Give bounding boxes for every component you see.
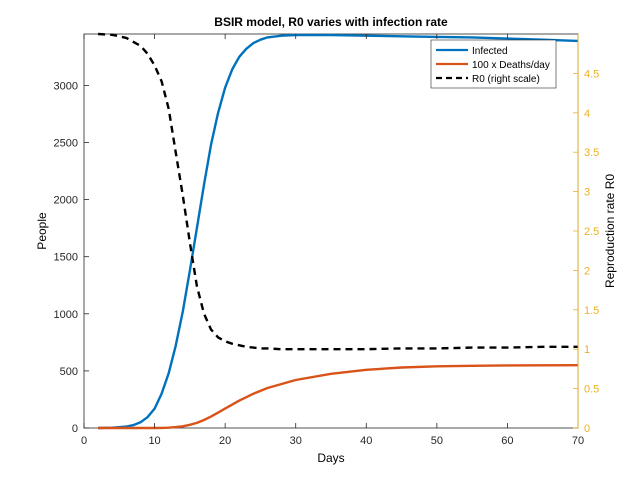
- x-tick-label: 40: [360, 435, 372, 447]
- x-tick-label: 60: [501, 435, 513, 447]
- x-tick-label: 30: [290, 435, 302, 447]
- legend: Infected 100 x Deaths/day R0 (right scal…: [430, 39, 557, 89]
- y-axis-ticks: 0 500 1000 1500 2000 2500 3000: [54, 80, 89, 435]
- y-tick-label: 2000: [54, 195, 78, 207]
- x-tick-label: 50: [431, 435, 443, 447]
- x-tick-label: 10: [148, 435, 160, 447]
- y-tick-label: 500: [60, 366, 78, 378]
- y-tick-label: 1500: [54, 252, 78, 264]
- y2-tick-label: 2: [584, 265, 590, 277]
- y2-tick-label: 0: [584, 423, 590, 435]
- y-tick-label: 2500: [54, 137, 78, 149]
- y-tick-label: 0: [72, 423, 78, 435]
- y2-tick-label: 4: [584, 108, 590, 120]
- series-line-infected: [98, 33, 579, 430]
- y2-tick-label: 3.5: [584, 147, 599, 159]
- y-axis-title: People: [35, 212, 49, 250]
- y-tick-label: 1000: [54, 309, 78, 321]
- y-tick-label: 3000: [54, 80, 78, 92]
- y2-tick-label: 0.5: [584, 384, 599, 396]
- y2-tick-label: 2.5: [584, 226, 599, 238]
- plot-area: [83, 33, 579, 429]
- y2-axis-ticks: 0 0.5 1 1.5 2 2.5 3 3.5 4 4.5: [573, 34, 599, 435]
- chart-title: BSIR model, R0 varies with infection rat…: [214, 15, 448, 29]
- series-line-100-x-deaths-day: [98, 364, 579, 430]
- x-axis-title: Days: [317, 451, 344, 465]
- axes-box: [83, 33, 579, 429]
- x-tick-label: 70: [572, 435, 584, 447]
- y2-tick-label: 1: [584, 344, 590, 356]
- y2-axis-title: Reproduction rate R0: [603, 174, 617, 288]
- y2-tick-label: 4.5: [584, 68, 599, 80]
- series-layer: [98, 32, 579, 430]
- y2-tick-label: 1.5: [584, 305, 599, 317]
- y2-tick-label: 3: [584, 187, 590, 199]
- legend-label-deaths: 100 x Deaths/day: [472, 60, 550, 71]
- x-axis-ticks: 0 10 20 30 40 50 60 70: [81, 34, 584, 447]
- x-tick-label: 20: [219, 435, 231, 447]
- x-tick-label: 0: [81, 435, 87, 447]
- legend-label-infected: Infected: [472, 46, 508, 57]
- legend-label-r0: R0 (right scale): [472, 74, 540, 85]
